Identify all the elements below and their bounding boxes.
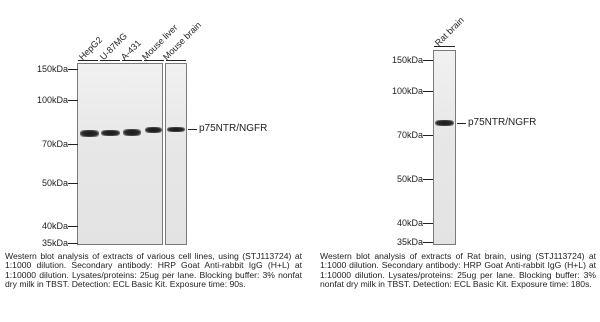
marker-tick: [423, 135, 433, 136]
marker-label-150: 150kDa: [391, 55, 423, 65]
blot-membrane-rat-brain: [433, 50, 456, 245]
marker-label-100: 100kDa: [36, 95, 68, 105]
marker-tick: [423, 60, 433, 61]
target-tick: [188, 129, 197, 130]
band-rat-brain: [435, 120, 454, 126]
lane-bracket: [166, 60, 186, 61]
marker-label-150: 150kDa: [36, 64, 68, 74]
lane-bracket: [144, 60, 164, 61]
marker-tick: [68, 183, 78, 184]
band-hepg2: [80, 130, 99, 137]
lane-label-rat-brain: Rat brain: [432, 15, 466, 48]
marker-label-70: 70kDa: [41, 139, 68, 149]
marker-tick: [68, 100, 78, 101]
marker-tick: [423, 242, 433, 243]
band-a431: [123, 129, 141, 136]
target-label: p75NTR/NGFR: [468, 117, 537, 128]
marker-label-50: 50kDa: [41, 178, 68, 188]
marker-tick: [68, 243, 78, 244]
blot-membrane-main: [77, 63, 163, 245]
marker-tick: [68, 144, 78, 145]
marker-label-35: 35kDa: [41, 238, 68, 248]
band-mouse-liver: [145, 127, 162, 133]
marker-label-70: 70kDa: [396, 130, 423, 140]
marker-label-50: 50kDa: [396, 174, 423, 184]
lane-bracket: [78, 60, 98, 61]
target-label: p75NTR/NGFR: [199, 123, 268, 134]
caption-right: Western blot analysis of extracts of Rat…: [320, 251, 596, 290]
marker-tick: [423, 223, 433, 224]
marker-tick: [68, 69, 78, 70]
caption-left: Western blot analysis of extracts of var…: [5, 251, 302, 290]
marker-tick: [423, 91, 433, 92]
target-tick: [457, 123, 466, 124]
lane-bracket: [122, 60, 142, 61]
marker-label-100: 100kDa: [391, 86, 423, 96]
marker-tick: [423, 179, 433, 180]
lane-bracket: [434, 46, 455, 47]
band-mouse-brain: [167, 127, 185, 132]
blot-membrane-mouse-brain: [165, 63, 187, 245]
marker-label-35: 35kDa: [396, 237, 423, 247]
marker-tick: [68, 226, 78, 227]
marker-label-40: 40kDa: [396, 218, 423, 228]
marker-label-40: 40kDa: [41, 221, 68, 231]
lane-bracket: [100, 60, 120, 61]
band-u87mg: [101, 130, 120, 136]
